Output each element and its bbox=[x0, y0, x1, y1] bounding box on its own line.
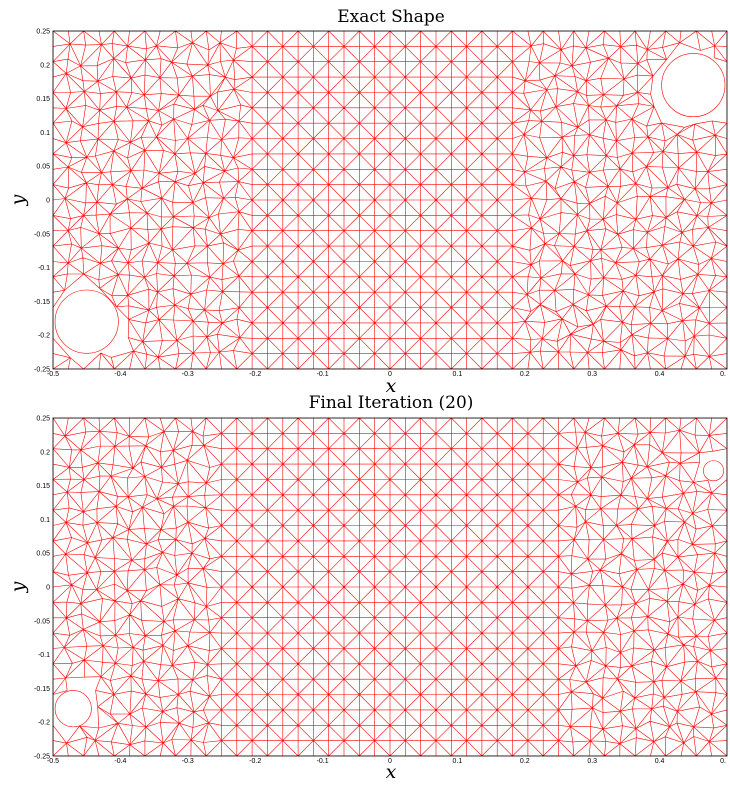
plot-frame bbox=[52, 30, 728, 370]
hole-2 bbox=[661, 53, 726, 118]
hole-1 bbox=[54, 690, 92, 728]
x-tick-label: -0.4 bbox=[114, 758, 126, 765]
x-tick-label: 0.4 bbox=[655, 371, 665, 378]
chart-title: Final Iteration (20) bbox=[309, 393, 474, 413]
mesh-plot-area bbox=[53, 418, 727, 756]
y-tick-labels: 0.25 0.2 0.15 0.1 0.05 0 -0.05 -0.1 -0.15 -0.2 -0.… bbox=[34, 29, 50, 374]
plot-frame bbox=[52, 417, 728, 757]
y-axis-label: y bbox=[7, 581, 29, 593]
panel-exact-shape: Exact Shape -0.5 -0.4 -0.3 -0.2 -0.1 0 0.1 0.2 0… bbox=[7, 7, 728, 397]
y-tick-label: -0.15 bbox=[34, 686, 50, 693]
hole-2 bbox=[703, 460, 724, 482]
x-tick-label: 0.1 bbox=[453, 758, 463, 765]
x-tick-label: -0.5 bbox=[47, 371, 59, 378]
x-tick-label: 0.2 bbox=[520, 758, 530, 765]
panel-final-iteration: Final Iteration (20) -0.5 -0.4 -0.3 -0.2 -0.… bbox=[7, 393, 728, 783]
y-tick-label: 0.05 bbox=[36, 551, 50, 558]
x-tick-label: 0. bbox=[720, 758, 726, 765]
y-tick-label: 0.15 bbox=[36, 96, 50, 103]
x-tick-label: -0.3 bbox=[182, 371, 194, 378]
x-tick-label: -0.2 bbox=[249, 371, 261, 378]
y-tick-label: -0.1 bbox=[38, 652, 50, 659]
y-tick-labels: 0.25 0.2 0.15 0.1 0.05 0 -0.05 -0.1 -0.15 -0.2 -0.… bbox=[34, 416, 50, 761]
mesh-plot-area bbox=[53, 31, 727, 369]
x-tick-label: 0.3 bbox=[587, 371, 597, 378]
x-axis-label: x bbox=[386, 761, 397, 783]
y-tick-label: -0.2 bbox=[38, 333, 50, 340]
y-tick-label: 0.25 bbox=[36, 416, 50, 423]
y-tick-label: 0.25 bbox=[36, 29, 50, 36]
y-tick-label: -0.25 bbox=[34, 754, 50, 761]
mesh-edges bbox=[53, 418, 727, 756]
y-tick-label: 0 bbox=[46, 198, 50, 205]
mesh-edges bbox=[53, 31, 727, 369]
y-tick-label: -0.05 bbox=[34, 618, 50, 625]
y-tick-label: 0.1 bbox=[40, 517, 50, 524]
x-tick-label: 0 bbox=[388, 371, 392, 378]
y-tick-label: -0.25 bbox=[34, 367, 50, 374]
y-tick-label: -0.05 bbox=[34, 231, 50, 238]
y-tick-label: 0.1 bbox=[40, 130, 50, 137]
y-tick-label: 0.05 bbox=[36, 164, 50, 171]
x-tick-label: 0 bbox=[388, 758, 392, 765]
x-tick-label: -0.5 bbox=[47, 758, 59, 765]
x-tick-labels: -0.5 -0.4 -0.3 -0.2 -0.1 0 0.1 0.2 0.3 0.4 0. bbox=[47, 371, 726, 378]
y-tick-label: 0.2 bbox=[40, 62, 50, 69]
x-tick-label: -0.4 bbox=[114, 371, 126, 378]
chart-title: Exact Shape bbox=[337, 7, 445, 27]
hole-1 bbox=[54, 289, 119, 354]
y-axis-label: y bbox=[7, 194, 29, 206]
y-tick-label: 0 bbox=[46, 585, 50, 592]
x-axis-label: x bbox=[386, 375, 397, 397]
y-tick-label: -0.1 bbox=[38, 265, 50, 272]
y-tick-label: 0.2 bbox=[40, 449, 50, 456]
x-tick-label: 0.1 bbox=[453, 371, 463, 378]
y-tick-label: -0.2 bbox=[38, 720, 50, 727]
x-tick-labels: -0.5 -0.4 -0.3 -0.2 -0.1 0 0.1 0.2 0.3 0.4 0. bbox=[47, 758, 726, 765]
x-tick-label: 0.4 bbox=[655, 758, 665, 765]
x-tick-label: -0.1 bbox=[317, 758, 329, 765]
x-tick-label: -0.3 bbox=[182, 758, 194, 765]
x-tick-label: 0. bbox=[720, 371, 726, 378]
x-tick-label: -0.2 bbox=[249, 758, 261, 765]
y-tick-label: -0.15 bbox=[34, 299, 50, 306]
x-tick-label: 0.2 bbox=[520, 371, 530, 378]
y-tick-label: 0.15 bbox=[36, 483, 50, 490]
x-tick-label: 0.3 bbox=[587, 758, 597, 765]
x-tick-label: -0.1 bbox=[317, 371, 329, 378]
